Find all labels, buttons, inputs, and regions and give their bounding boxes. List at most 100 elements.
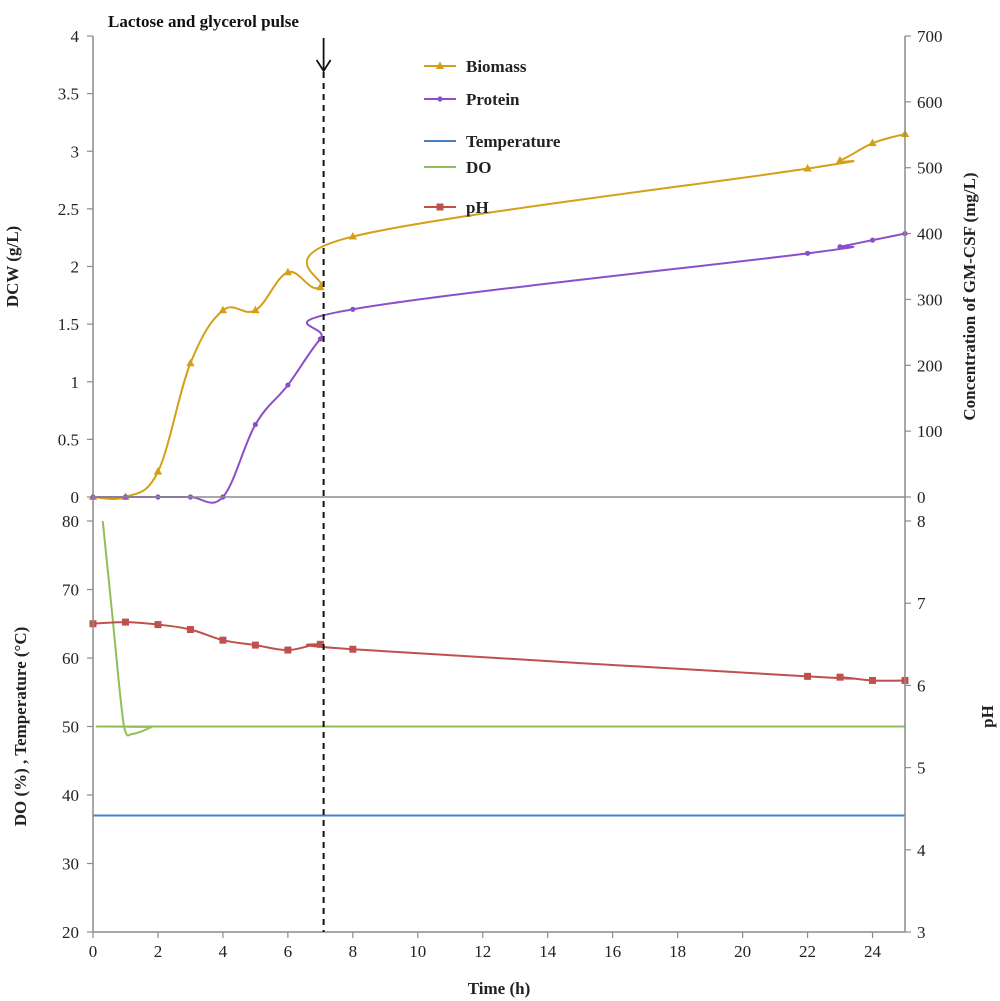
legend-label: DO [466,158,492,177]
data-point-protein [804,250,811,256]
y-tick-label: 0.5 [58,430,79,449]
legend-label: Biomass [466,57,527,76]
x-tick-label: 14 [539,942,557,961]
legend-item-biomass: Biomass [424,57,527,76]
y-tick-label: 0 [917,488,926,507]
data-point-ph [251,641,259,649]
y-tick-label: 3 [71,142,80,161]
data-point-protein [252,421,258,428]
legend-marker [435,61,445,69]
pulse-annotation: Lactose and glycerol pulse [108,12,332,932]
x-tick-label: 22 [799,942,816,961]
y-tick-label: 600 [917,93,943,112]
y-tick-label: 5 [917,759,926,778]
bottom-panel: 20 30 40 50 60 70 80 3 4 5 6 7 8 [62,512,926,942]
legend-label: pH [466,198,489,217]
y-tick-label: 3 [917,923,926,942]
y-tick-label: 70 [62,581,79,600]
bottom-right-axis-ticks: 3 4 5 6 7 8 [905,512,926,942]
y-tick-label: 2.5 [58,200,79,219]
pulse-annotation-label: Lactose and glycerol pulse [108,12,299,31]
y-tick-label: 40 [62,786,79,805]
x-tick-label: 6 [284,942,293,961]
y-tick-label: 6 [917,676,926,695]
data-point-biomass [251,305,260,314]
data-point-ph [836,673,844,681]
y-tick-label: 50 [62,718,79,737]
data-point-biomass [153,467,163,475]
series-line-ph [92,621,906,682]
x-tick-label: 16 [604,942,621,961]
y-tick-label: 80 [62,512,79,531]
data-point-ph [186,626,194,634]
top-left-axis-title: DCW (g/L) [3,226,22,307]
x-axis-ticks: 0 2 4 6 8 10 12 14 16 18 20 22 24 [89,932,882,961]
x-tick-label: 2 [154,942,163,961]
data-point-protein [837,244,843,250]
series-line-biomass [92,132,906,501]
data-point-biomass [283,267,293,276]
top-panel-series [88,129,910,504]
y-tick-label: 4 [917,841,926,860]
data-point-ph [869,676,877,684]
data-point-biomass [803,164,812,172]
data-point-protein [317,336,323,342]
data-point-biomass [186,358,195,367]
top-left-axis-ticks: 0 0.5 1 1.5 2 2.5 3 3.5 4 [58,27,93,507]
y-tick-label: 700 [917,27,943,46]
legend: Biomass Protein Temperature DO pH [424,57,561,217]
series-ph [89,618,909,684]
data-point-ph [284,646,292,654]
bottom-right-axis-title: pH [978,705,997,728]
legend-item-temperature: Temperature [424,132,561,151]
legend-marker [436,203,444,211]
x-tick-label: 24 [864,942,882,961]
y-tick-label: 7 [917,594,926,613]
y-tick-label: 100 [917,422,943,441]
y-tick-label: 200 [917,356,943,375]
data-point-biomass [835,155,845,164]
x-tick-label: 18 [669,942,686,961]
data-point-ph [349,645,357,653]
legend-marker [437,96,443,102]
series-do [95,520,906,737]
y-tick-label: 4 [71,27,80,46]
data-point-ph [154,621,162,629]
data-point-protein [285,382,291,388]
data-point-protein [869,237,876,243]
data-point-biomass [316,282,325,291]
legend-label: Protein [466,90,520,109]
x-tick-label: 12 [474,942,491,961]
top-panel: 0 0.5 1 1.5 2 2.5 3 3.5 4 0 100 200 300 400 500 600 700 [58,27,943,507]
bottom-panel-series [89,520,909,817]
y-tick-label: 0 [71,488,80,507]
legend-label: Temperature [466,132,561,151]
data-point-ph [121,618,129,626]
y-tick-label: 8 [917,512,926,531]
y-tick-label: 30 [62,855,79,874]
y-tick-label: 400 [917,225,943,244]
legend-item-do: DO [424,158,492,177]
legend-item-protein: Protein [424,90,520,109]
bottom-left-axis-ticks: 20 30 40 50 60 70 80 [62,512,93,942]
arrow-head-icon [315,59,332,73]
y-tick-label: 1 [71,373,80,392]
data-point-protein [350,306,356,312]
x-tick-label: 20 [734,942,751,961]
y-tick-label: 300 [917,290,943,309]
data-point-biomass [348,232,358,240]
top-right-axis-ticks: 0 100 200 300 400 500 600 700 [905,27,943,507]
x-tick-label: 8 [349,942,358,961]
data-point-ph [219,636,227,644]
top-right-axis-title: Concentration of GM-CSF (mg/L) [960,172,979,420]
data-point-ph [804,672,812,680]
bottom-left-axis-title: DO (%) , Temperature (°C) [11,627,30,827]
y-tick-label: 2 [71,258,80,277]
y-tick-label: 3.5 [58,85,79,104]
data-point-biomass [218,305,228,314]
series-line-protein [93,232,906,504]
data-point-ph [316,640,324,648]
series-protein [90,230,908,504]
x-axis-title: Time (h) [468,979,531,998]
